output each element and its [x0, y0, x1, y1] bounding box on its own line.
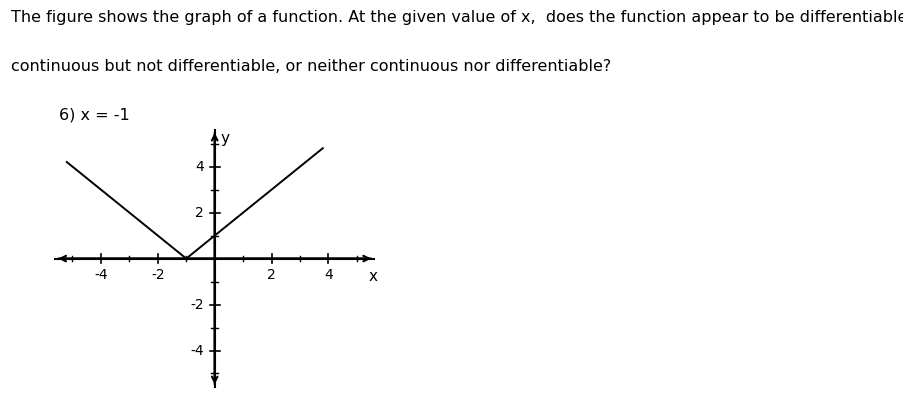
- Text: -2: -2: [190, 297, 204, 311]
- Text: 6) x = -1: 6) x = -1: [59, 107, 129, 122]
- Text: y: y: [220, 131, 229, 146]
- Text: continuous but not differentiable, or neither continuous nor differentiable?: continuous but not differentiable, or ne…: [11, 59, 610, 74]
- Text: 2: 2: [267, 268, 275, 282]
- Text: -4: -4: [94, 268, 107, 282]
- Text: x: x: [368, 269, 377, 284]
- Text: -2: -2: [151, 268, 164, 282]
- Text: -4: -4: [190, 343, 204, 358]
- Text: 4: 4: [195, 160, 204, 174]
- Text: The figure shows the graph of a function. At the given value of x,  does the fun: The figure shows the graph of a function…: [11, 10, 903, 25]
- Text: 4: 4: [324, 268, 332, 282]
- Text: 2: 2: [195, 206, 204, 220]
